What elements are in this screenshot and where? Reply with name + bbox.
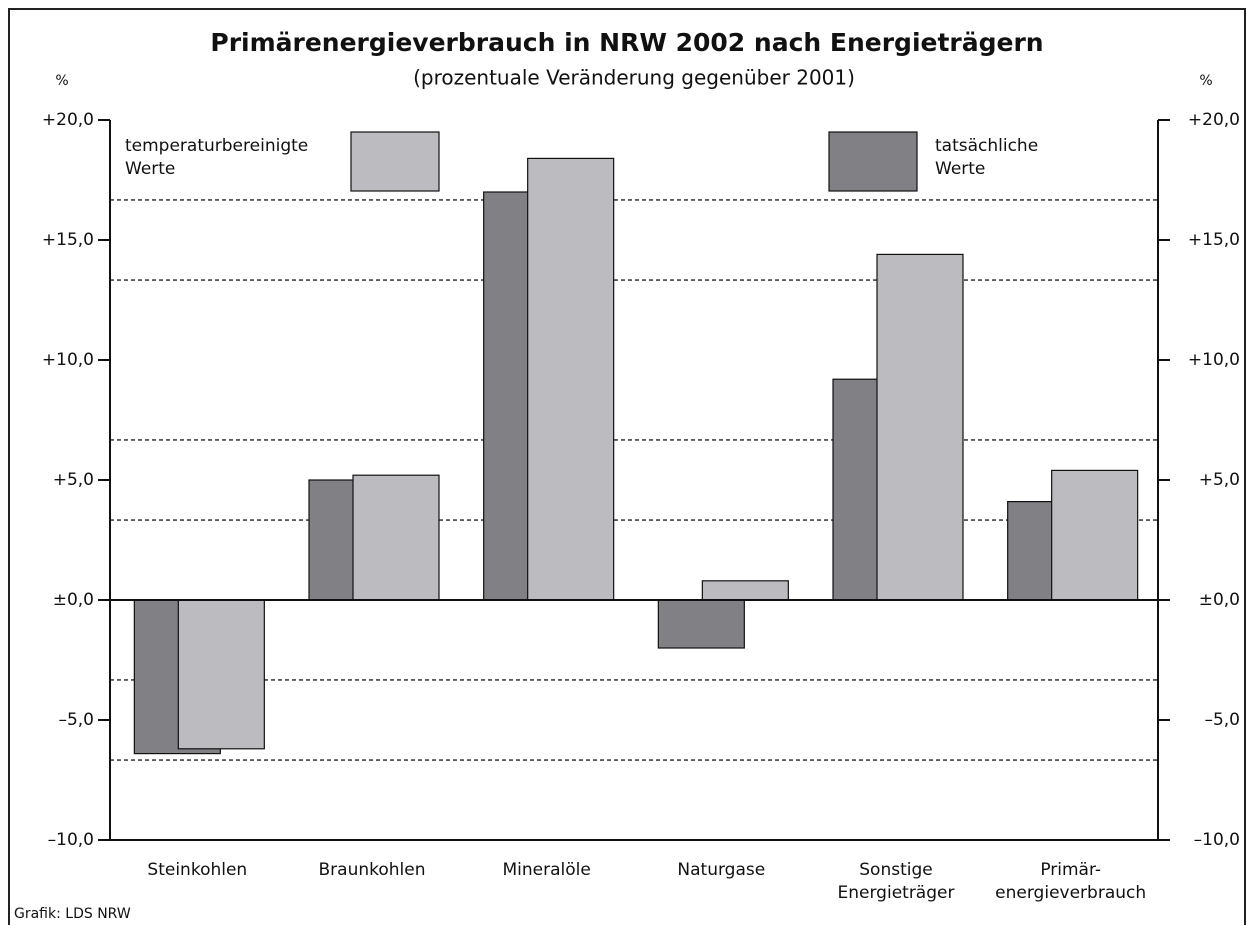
y-axis-unit: % [55,73,68,89]
y-tick-label: +15,0 [42,230,94,250]
bar [876,253,964,601]
legend-label: temperaturbereinigte Werte [125,136,308,179]
bar [657,599,745,649]
source: Grafik: LDS NRW [14,906,131,922]
y-tick-label: +10,0 [42,350,94,370]
x-tick-label: Steinkohlen [147,860,247,880]
chart-title: Primärenergieverbrauch in NRW 2002 nach … [210,28,1043,57]
y-tick-label: ±0,0 [53,590,94,610]
y-tick-label: +5,0 [53,470,94,490]
bar [177,599,265,750]
x-tick-label: Naturgase [677,860,765,880]
bar [527,157,615,601]
bar [352,474,440,601]
y2-tick-label: +5,0 [1199,470,1240,490]
bar [701,580,789,601]
y-tick-label: –5,0 [58,710,94,730]
y2-tick-label: +15,0 [1188,230,1240,250]
y2-tick-label: –10,0 [1194,830,1240,850]
chart-subtitle: (prozentuale Veränderung gegenüber 2001) [413,66,855,90]
y2-tick-label: –5,0 [1204,710,1240,730]
y2-tick-label: +20,0 [1188,110,1240,130]
x-tick-label: Sonstige Energieträger [838,860,955,903]
legend-swatch [828,131,918,192]
y-tick-label: –10,0 [48,830,94,850]
y2-axis-unit: % [1199,73,1212,89]
x-tick-label: Braunkohlen [319,860,426,880]
y-tick-label: +20,0 [42,110,94,130]
frame [8,8,1246,925]
x-tick-label: Mineralöle [502,860,590,880]
y2-tick-label: ±0,0 [1199,590,1240,610]
legend-swatch [350,131,440,192]
x-tick-label: Primär-energieverbrauch [995,860,1146,903]
bar [1051,469,1139,601]
y2-tick-label: +10,0 [1188,350,1240,370]
legend-label: tatsächliche Werte [935,136,1038,179]
